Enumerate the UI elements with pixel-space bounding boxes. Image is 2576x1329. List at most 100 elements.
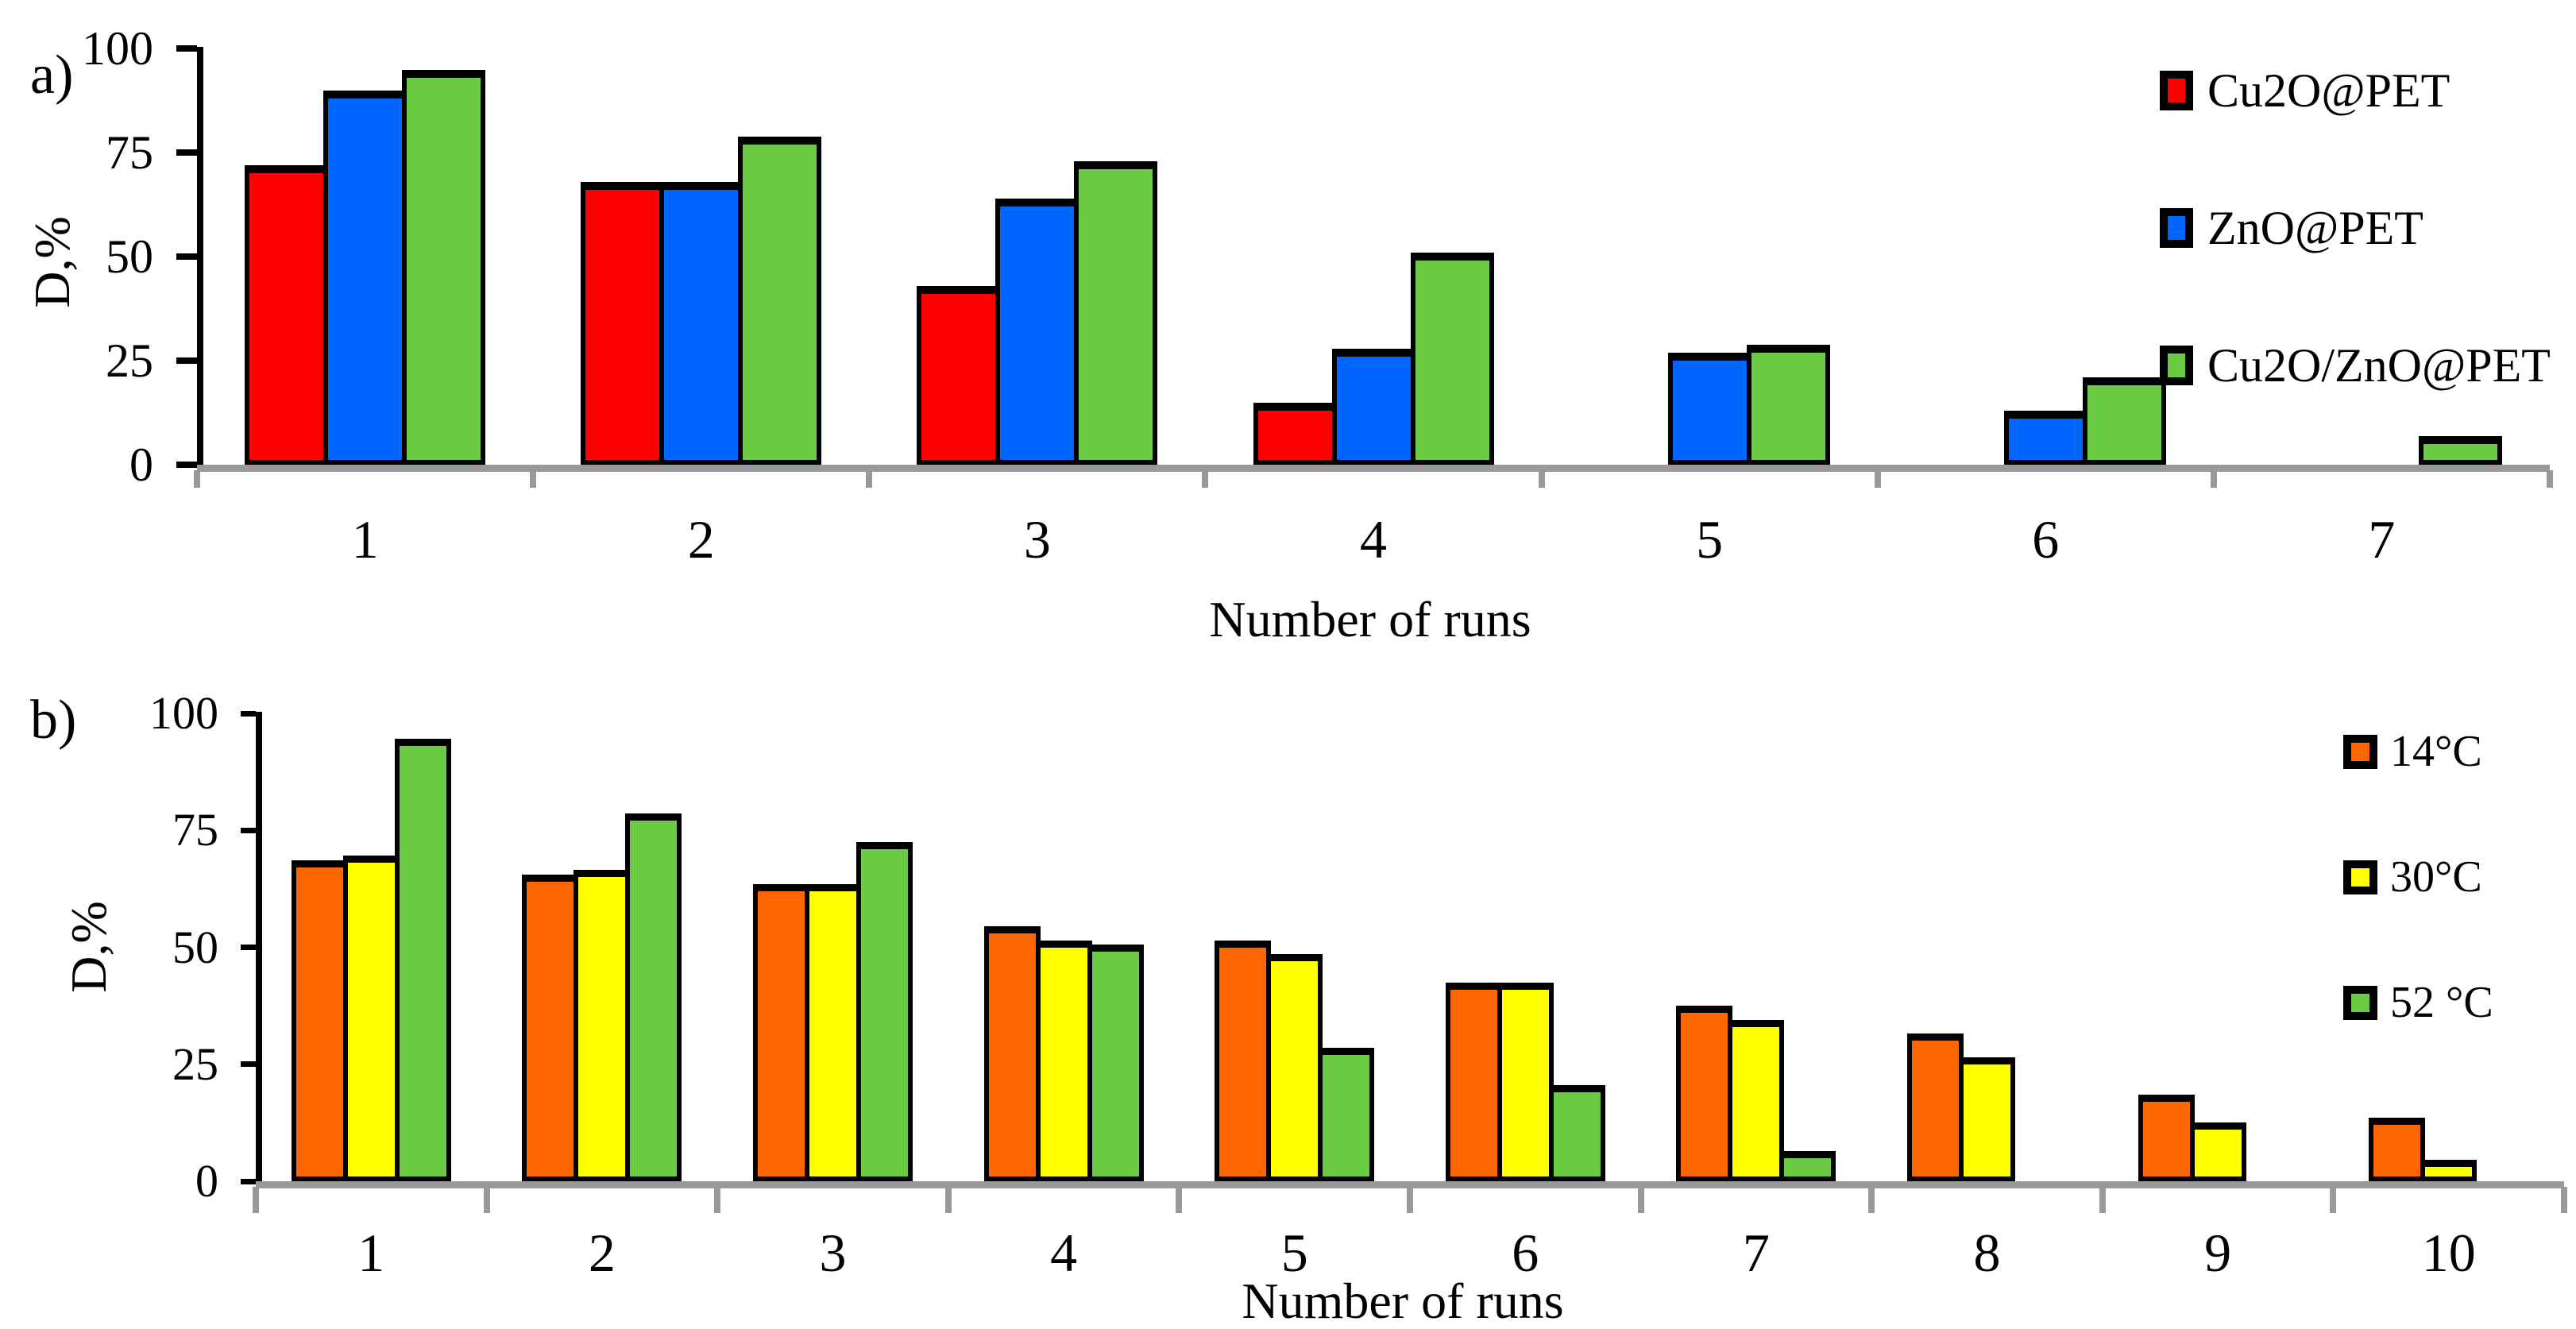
x-tick-mark [1868,1187,1875,1213]
bar [1331,348,1415,465]
bar [581,182,665,465]
bar [1035,940,1092,1181]
bar [1746,344,1830,465]
panel-a-legend: Cu2O@PET ZnO@PET Cu2O/ZnO@PET [2160,67,2551,479]
category-label: 2 [588,1223,616,1283]
bar [1959,1057,2015,1181]
panel-a-y-axis-line [197,47,203,466]
x-tick-mark [2561,1187,2567,1213]
category-label: 8 [1973,1223,2001,1283]
x-tick-mark [2210,470,2217,488]
y-tick-mark [241,827,256,833]
panel-a-x-axis-title: Number of runs [1209,591,1531,647]
bar [1253,402,1337,465]
y-tick-mark [176,357,197,364]
bar [1410,253,1494,465]
panel-b-x-axis-line [256,1181,2564,1188]
x-tick-mark [253,1187,259,1213]
bar [2003,411,2087,465]
bar [2189,1122,2246,1181]
category-label: 9 [2204,1223,2232,1283]
legend-item: 14°C [2343,729,2493,774]
category-label: 7 [2368,509,2396,570]
y-tick-mark [241,945,256,950]
x-tick-mark [483,1187,490,1213]
panel-b-x-axis-title: Number of runs [1242,1273,1564,1329]
x-tick-mark [2547,470,2553,488]
legend-swatch [2343,985,2377,1020]
bar [1074,160,1158,465]
x-tick-mark [1202,470,1209,488]
legend-label: 14°C [2390,727,2482,776]
bar [2369,1118,2426,1181]
category-label: 4 [1360,509,1387,570]
legend-label: Cu2O@PET [2207,64,2450,117]
legend-swatch [2160,346,2193,385]
category-label: 5 [1280,1223,1308,1283]
bar [1728,1019,1785,1181]
category-label: 6 [1512,1223,1539,1283]
bar [1548,1085,1605,1181]
x-tick-mark [1176,1187,1183,1213]
legend-label: 30°C [2390,852,2482,902]
legend-swatch [2160,71,2193,110]
bar [1907,1033,1964,1181]
bar [856,841,913,1181]
bar [1779,1150,1836,1181]
y-tick-label: 0 [195,1155,218,1207]
panel-a-plot-area: 0 25 50 75 100 1 2 3 4 5 6 7 [82,25,2553,566]
category-label: 10 [2421,1223,2476,1283]
bar [2082,377,2166,465]
panel-b-tag: b) [30,690,77,751]
x-tick-mark [2330,1187,2337,1213]
legend-item: Cu2O/ZnO@PET [2160,342,2551,389]
panel-b-plot-area: 0 25 50 75 100 1 2 3 4 5 6 7 8 9 10 [149,690,2567,1280]
y-tick-mark [176,45,197,52]
bar [1445,982,1502,1181]
category-label: 3 [819,1223,847,1283]
y-tick-mark [241,1178,256,1184]
x-tick-mark [1874,470,1881,488]
bar [402,69,486,465]
category-label: 1 [351,509,379,570]
bar [291,860,348,1181]
category-label: 5 [1696,509,1724,570]
y-tick-mark [241,710,256,717]
bar [738,136,822,465]
y-tick-mark [176,462,197,468]
category-label: 4 [1050,1223,1078,1283]
bar [1667,353,1751,465]
panel-a-x-axis-line [197,465,2550,472]
y-tick-label: 25 [106,334,153,387]
bar [659,182,743,465]
x-tick-mark [530,470,537,488]
panel-b-y-axis-line [256,712,262,1183]
bar [1215,940,1272,1181]
legend-swatch [2343,734,2377,769]
bar [574,870,631,1181]
y-tick-label: 0 [129,438,153,491]
x-tick-mark [2099,1187,2106,1213]
category-label: 2 [687,509,715,570]
bar [805,883,861,1181]
bar [917,286,1001,465]
bar [625,813,682,1181]
legend-swatch [2160,208,2193,248]
bar [1497,982,1554,1181]
bar [1318,1047,1375,1181]
y-tick-mark [176,149,197,156]
y-tick-label: 100 [149,687,218,739]
bar [2420,1160,2478,1181]
x-tick-mark [1407,1187,1413,1213]
y-tick-label: 100 [82,22,153,75]
bar [2138,1094,2195,1181]
panel-a-tag: a) [30,44,74,106]
legend-item: 52 °C [2343,980,2493,1025]
category-label: 3 [1023,509,1051,570]
legend-item: 30°C [2343,855,2493,899]
legend-label: Cu2O/ZnO@PET [2207,339,2551,392]
bar [1676,1005,1733,1181]
y-tick-mark [241,1061,256,1068]
bar [342,856,400,1181]
